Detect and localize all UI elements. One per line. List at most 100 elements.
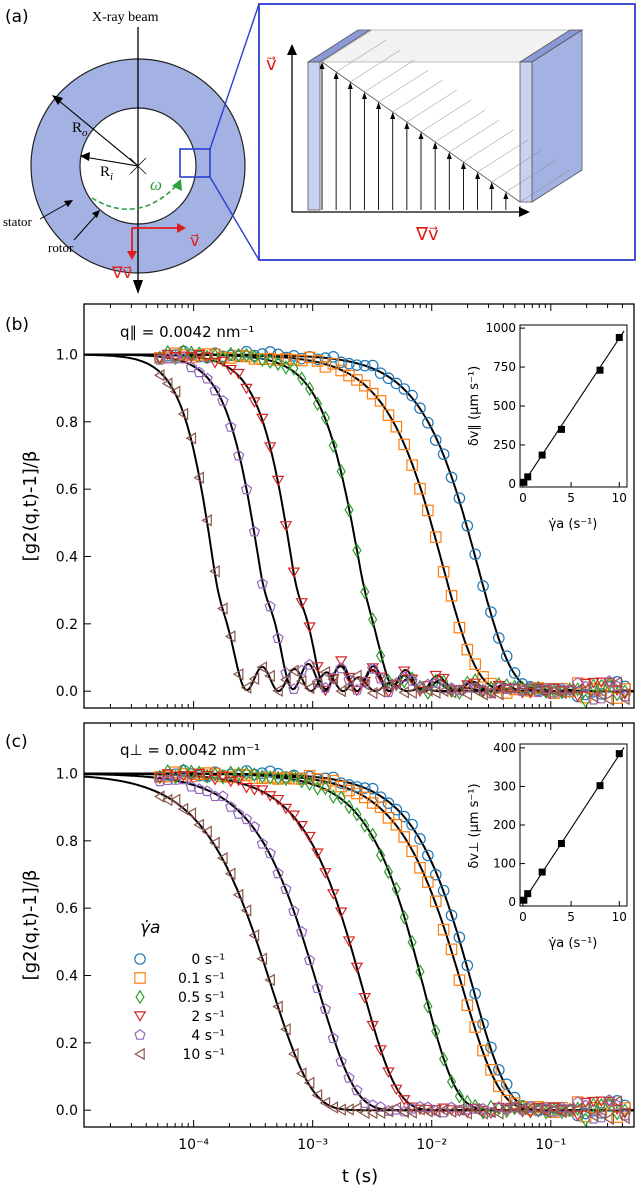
data-point [303, 954, 316, 966]
data-point [185, 807, 197, 820]
data-point [437, 673, 450, 685]
data-point [351, 1101, 362, 1115]
data-point [295, 1067, 307, 1080]
panel-c-plot-frame [83, 722, 635, 1128]
data-point [374, 1101, 387, 1112]
y-tick-label: 0.8 [56, 415, 78, 431]
y-tick-label: 0.0 [56, 1103, 78, 1119]
inset-y-tick-label: 400 [493, 741, 516, 755]
data-point [134, 972, 146, 984]
data-point [366, 782, 379, 795]
data-point [391, 881, 401, 897]
data-point [311, 982, 324, 994]
shear-depth-line [463, 129, 514, 163]
data-point [500, 650, 513, 663]
data-point [216, 356, 230, 368]
y-tick-label: 1.0 [56, 767, 78, 783]
data-point [272, 1000, 283, 1013]
data-point [201, 825, 212, 838]
data-point [399, 909, 409, 925]
data-point [437, 884, 450, 897]
inset-x-tick-label: 10 [612, 491, 627, 505]
data-point [492, 1102, 506, 1114]
data-point [406, 675, 418, 686]
data-point [193, 366, 205, 378]
data-point [612, 1105, 622, 1121]
data-point [492, 680, 506, 692]
data-point [461, 519, 474, 532]
shear-depth-line [378, 69, 429, 103]
data-point [406, 686, 417, 700]
x-tick-label: 10⁻¹ [535, 1137, 566, 1153]
data-point [335, 1055, 347, 1067]
data-point [390, 1101, 402, 1115]
omega-arrowhead [172, 179, 182, 191]
data-point [264, 600, 276, 612]
data-point [453, 621, 466, 634]
data-point [312, 396, 323, 412]
shear-depth-line [420, 99, 472, 133]
data-point [303, 1076, 315, 1090]
data-point [532, 682, 544, 696]
data-point [406, 459, 418, 471]
shear-arrowhead [503, 192, 509, 199]
data-point [437, 684, 449, 698]
inset-y-tick-label: 200 [493, 818, 516, 832]
data-point [603, 1094, 615, 1105]
shear-depth-line [435, 109, 486, 143]
data-point [429, 895, 442, 908]
zoom-line-top [209, 3, 260, 150]
data-point [406, 1106, 417, 1119]
data-point [272, 684, 283, 698]
panel-c-ylabel: [g2(q,t)-1]/β [20, 870, 41, 981]
data-point [477, 580, 489, 592]
data-point [209, 565, 220, 578]
legend-title: γ̇a [140, 918, 160, 938]
data-point [422, 684, 433, 697]
data-point [327, 1101, 339, 1114]
data-point [217, 602, 228, 615]
data-point [374, 395, 387, 407]
data-point [493, 1101, 505, 1112]
inset-v-label: v⃗ [266, 54, 277, 74]
data-point [134, 1047, 145, 1061]
data-point [232, 775, 245, 787]
data-point [153, 790, 165, 803]
data-point [595, 1103, 608, 1115]
data-point [311, 1088, 323, 1102]
data-point [248, 353, 261, 365]
x-tick-label: 10⁻² [416, 1137, 447, 1153]
inset-data-point [615, 750, 623, 758]
inset-y-tick-label: 750 [493, 360, 516, 374]
data-point [272, 867, 284, 879]
data-point [374, 1106, 386, 1120]
data-point [603, 693, 614, 707]
data-point [193, 818, 204, 832]
shear-arrowhead [446, 152, 452, 159]
data-point [343, 784, 355, 797]
data-point [320, 410, 330, 426]
data-point [437, 566, 450, 578]
data-point [224, 776, 238, 788]
y-tick-label: 0.0 [56, 684, 78, 700]
data-point [319, 868, 332, 879]
data-point [272, 632, 284, 644]
data-point [343, 357, 355, 370]
data-point [327, 774, 340, 787]
data-point [540, 686, 551, 700]
data-point [437, 1103, 449, 1117]
data-point [289, 361, 299, 376]
data-point [312, 780, 323, 796]
data-point [170, 769, 181, 785]
data-point [177, 351, 190, 363]
data-point [453, 684, 465, 697]
data-point [430, 677, 442, 688]
data-point [367, 662, 379, 674]
data-point [366, 686, 378, 700]
data-point [193, 471, 204, 484]
data-point [619, 1102, 631, 1114]
data-point [429, 868, 442, 881]
data-point [135, 989, 145, 1005]
legend-entry-label: 4 s⁻¹ [191, 1028, 225, 1044]
data-point [287, 664, 299, 678]
